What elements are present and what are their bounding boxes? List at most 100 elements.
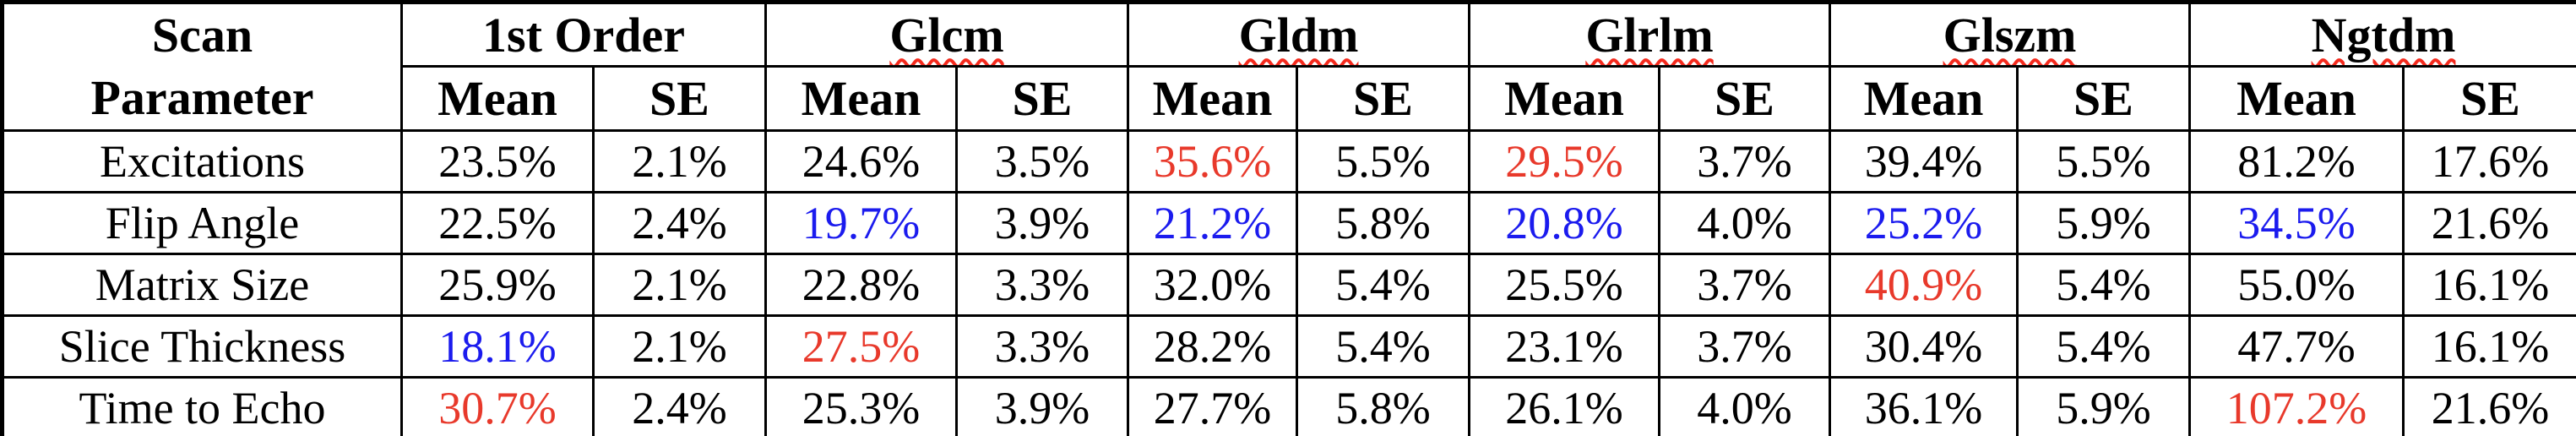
value-cell: 16.1% [2402, 314, 2576, 379]
value-cell: 22.8% [764, 253, 958, 317]
value-cell: 2.4% [592, 191, 767, 255]
group-header-label: 1st Order [482, 7, 685, 63]
value-cell: 34.5% [2188, 191, 2405, 255]
value-cell: 3.9% [954, 191, 1130, 255]
row-label: Time to Echo [1, 376, 403, 436]
group-header-gldm: Gldm [1127, 1, 1471, 68]
value-cell: 35.6% [1127, 129, 1299, 193]
value-cell: 5.4% [1296, 253, 1471, 317]
value-cell: 3.5% [954, 129, 1130, 193]
value-cell: 32.0% [1127, 253, 1299, 317]
table-row-slice-thickness: Slice Thickness 18.1% 2.1% 27.5% 3.3% 28… [1, 314, 2576, 379]
value-cell: 21.2% [1127, 191, 1299, 255]
subheader-mean: Mean [1468, 65, 1661, 132]
value-cell: 30.4% [1829, 314, 2019, 379]
value-cell: 3.3% [954, 253, 1130, 317]
subheader-se: SE [2016, 65, 2192, 132]
value-cell: 25.3% [764, 376, 958, 436]
value-cell: 3.7% [1658, 314, 1832, 379]
value-cell: 20.8% [1468, 191, 1661, 255]
value-cell: 27.5% [764, 314, 958, 379]
value-cell: 81.2% [2188, 129, 2405, 193]
group-header-label: Ngtdm [2311, 7, 2456, 63]
group-header-label: Glrlm [1585, 7, 1714, 63]
value-cell: 21.6% [2402, 376, 2576, 436]
value-cell: 5.8% [1296, 191, 1471, 255]
table-row-flip-angle: Flip Angle 22.5% 2.4% 19.7% 3.9% 21.2% 5… [1, 191, 2576, 255]
value-cell: 107.2% [2188, 376, 2405, 436]
value-cell: 22.5% [400, 191, 595, 255]
value-cell: 5.9% [2016, 376, 2192, 436]
subheader-mean: Mean [2188, 65, 2405, 132]
value-cell: 24.6% [764, 129, 958, 193]
subheader-se: SE [954, 65, 1130, 132]
value-cell: 40.9% [1829, 253, 2019, 317]
group-header-1st-order: 1st Order [400, 1, 767, 68]
value-cell: 28.2% [1127, 314, 1299, 379]
subheader-se: SE [2402, 65, 2576, 132]
value-cell: 55.0% [2188, 253, 2405, 317]
value-cell: 3.7% [1658, 129, 1832, 193]
group-header-glrlm: Glrlm [1468, 1, 1832, 68]
value-cell: 3.3% [954, 314, 1130, 379]
corner-header-line1: Scan [151, 8, 253, 63]
value-cell: 5.8% [1296, 376, 1471, 436]
value-cell: 23.5% [400, 129, 595, 193]
table-row-excitations: Excitations 23.5% 2.1% 24.6% 3.5% 35.6% … [1, 129, 2576, 193]
value-cell: 19.7% [764, 191, 958, 255]
group-header-label: Glcm [889, 7, 1004, 63]
subheader-se: SE [1658, 65, 1832, 132]
group-header-label: Glszm [1943, 7, 2077, 63]
header-row-subcolumns: Mean SE Mean SE Mean SE Mean SE Mean SE … [3, 65, 2576, 132]
subheader-se: SE [1296, 65, 1471, 132]
corner-header-line2: Parameter [90, 70, 314, 125]
subheader-mean: Mean [1829, 65, 2019, 132]
value-cell: 4.0% [1658, 191, 1832, 255]
value-cell: 39.4% [1829, 129, 2019, 193]
value-cell: 5.4% [1296, 314, 1471, 379]
value-cell: 2.1% [592, 129, 767, 193]
subheader-se: SE [592, 65, 767, 132]
subheader-mean: Mean [764, 65, 958, 132]
value-cell: 29.5% [1468, 129, 1661, 193]
value-cell: 25.5% [1468, 253, 1661, 317]
group-header-glcm: Glcm [764, 1, 1130, 68]
value-cell: 25.2% [1829, 191, 2019, 255]
value-cell: 18.1% [400, 314, 595, 379]
value-cell: 36.1% [1829, 376, 2019, 436]
value-cell: 2.1% [592, 253, 767, 317]
value-cell: 25.9% [400, 253, 595, 317]
value-cell: 2.1% [592, 314, 767, 379]
table-row-time-to-echo: Time to Echo 30.7% 2.4% 25.3% 3.9% 27.7%… [1, 376, 2576, 436]
table-row-matrix-size: Matrix Size 25.9% 2.1% 22.8% 3.3% 32.0% … [1, 253, 2576, 317]
value-cell: 27.7% [1127, 376, 1299, 436]
row-label: Matrix Size [1, 253, 403, 317]
group-header-glszm: Glszm [1829, 1, 2192, 68]
value-cell: 5.4% [2016, 314, 2192, 379]
value-cell: 21.6% [2402, 191, 2576, 255]
value-cell: 47.7% [2188, 314, 2405, 379]
value-cell: 3.7% [1658, 253, 1832, 317]
row-label: Slice Thickness [1, 314, 403, 379]
header-row-groups: Scan Parameter 1st Order Glcm Gldm Glrlm… [1, 1, 2576, 132]
value-cell: 5.5% [2016, 129, 2192, 193]
value-cell: 23.1% [1468, 314, 1661, 379]
value-cell: 5.5% [1296, 129, 1471, 193]
row-label: Flip Angle [1, 191, 403, 255]
value-cell: 30.7% [400, 376, 595, 436]
value-cell: 2.4% [592, 376, 767, 436]
group-header-ngtdm: Ngtdm [2188, 1, 2576, 68]
row-label: Excitations [1, 129, 403, 193]
corner-header-scan-parameter: Scan Parameter [1, 1, 403, 132]
value-cell: 16.1% [2402, 253, 2576, 317]
value-cell: 5.4% [2016, 253, 2192, 317]
subheader-mean: Mean [400, 65, 595, 132]
value-cell: 3.9% [954, 376, 1130, 436]
value-cell: 4.0% [1658, 376, 1832, 436]
value-cell: 5.9% [2016, 191, 2192, 255]
group-header-label: Gldm [1238, 7, 1359, 63]
subheader-mean: Mean [1127, 65, 1299, 132]
value-cell: 26.1% [1468, 376, 1661, 436]
